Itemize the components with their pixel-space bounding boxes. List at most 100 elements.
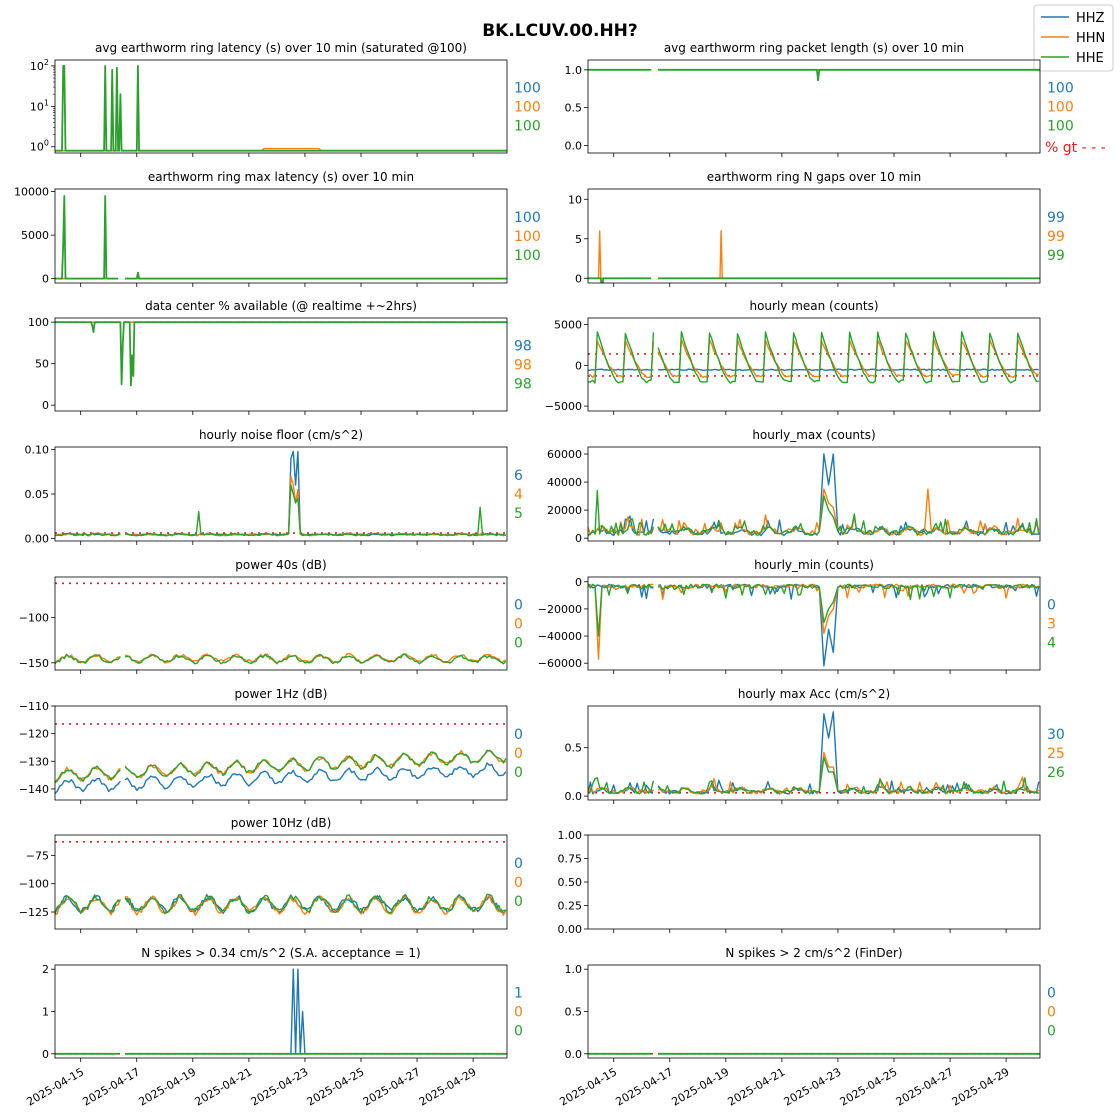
side-value-hhe: 26 (1047, 765, 1065, 781)
legend-label-hhe: HHE (1076, 51, 1104, 66)
series-line-hhe (55, 653, 507, 665)
y-tick-label: 0 (42, 1048, 49, 1061)
y-tick-label: 0 (575, 359, 582, 372)
side-value-hhz: 0 (514, 727, 523, 743)
side-value-hhn: 100 (514, 229, 541, 245)
x-tick-label: 2025-04-23 (249, 1065, 311, 1108)
series-line-hhn (588, 583, 1039, 660)
y-tick-label: 0.5 (565, 1006, 583, 1019)
y-tick-label: 40000 (547, 476, 582, 489)
panel-p12: power 10Hz (dB) −125 −100 −75 0 0 0 (19, 816, 523, 933)
y-tick-label: 0.50 (558, 876, 583, 889)
y-tick-label: 0 (575, 576, 582, 589)
series-line-hhz (66, 669, 502, 670)
panels: avg earthworm ring latency (s) over 10 m… (14, 41, 1106, 1109)
y-tick-label: −100 (19, 612, 49, 625)
side-value-hhe: 5 (514, 506, 523, 522)
panel-title: data center % available (@ realtime +~2h… (145, 299, 417, 313)
y-tick-label: −120 (19, 728, 49, 741)
side-value-hhe: 100 (1047, 119, 1074, 135)
y-tick-label: 0 (575, 532, 582, 545)
axes-frame (54, 964, 508, 1059)
series-line-hhz (588, 711, 1040, 795)
side-value-hhe: 0 (514, 636, 523, 652)
side-value-hhz: 0 (514, 598, 523, 614)
side-value-hhz: 0 (1047, 598, 1056, 614)
side-value-hhz: 30 (1047, 727, 1065, 743)
series-line-hhe (588, 489, 1040, 536)
panel-title: power 10Hz (dB) (231, 816, 332, 830)
y-tick-label: 0.00 (25, 532, 50, 545)
series-line-hhe (55, 195, 507, 280)
series-line-hhn (55, 749, 507, 783)
panel-p11: hourly max Acc (cm/s^2) 0.0 0.5 30 25 26 (565, 687, 1065, 804)
x-tick-label: 2025-04-25 (305, 1065, 367, 1108)
y-tick-label: 0.5 (565, 742, 583, 755)
y-tick-label: 0.25 (558, 900, 583, 913)
side-value-hhn: 0 (514, 1005, 523, 1021)
y-tick-label: −60000 (538, 657, 582, 670)
panel-p0: avg earthworm ring latency (s) over 10 m… (30, 41, 541, 157)
y-tick-label: 2 (42, 963, 49, 976)
y-tick-label: 10000 (14, 186, 49, 199)
y-tick-label: 0.0 (565, 139, 583, 152)
y-tick-exponent: 1 (44, 98, 49, 107)
panel-p5: hourly mean (counts) −5000 0 5000 (545, 299, 1041, 415)
panel-p3: earthworm ring N gaps over 10 min 0 5 10 99 9… (568, 170, 1065, 287)
y-tick-label: 1.00 (558, 829, 583, 842)
axes-frame (587, 834, 1041, 930)
series-line-hhz (588, 368, 1039, 372)
x-tick-label: 2025-04-17 (80, 1065, 142, 1108)
y-tick-label: 0.00 (558, 923, 583, 936)
panel-p1: avg earthworm ring packet length (s) ove… (565, 41, 1106, 157)
panel-title: avg earthworm ring latency (s) over 10 m… (95, 41, 467, 55)
panel-p10: power 1Hz (dB) −140 −130 −120 −110 0 0 0 (19, 687, 523, 804)
panel-p2: earthworm ring max latency (s) over 10 m… (14, 170, 541, 287)
x-tick-label: 2025-04-27 (894, 1065, 956, 1108)
series-line-hhe (55, 893, 506, 915)
side-value-hhn: 100 (514, 100, 541, 116)
series-line-hhn (588, 488, 1040, 536)
y-tick-label: 5 (575, 233, 582, 246)
x-tick-label: 2025-04-15 (24, 1065, 86, 1108)
y-tick-label: 60000 (547, 448, 582, 461)
side-value-hhz: 0 (1047, 986, 1056, 1002)
panel-title: N spikes > 0.34 cm/s^2 (S.A. acceptance … (141, 946, 420, 960)
axes-frame (54, 188, 508, 284)
y-tick-label: −5000 (545, 400, 582, 413)
y-tick-label: 5000 (21, 229, 49, 242)
side-value-hhe: 0 (514, 765, 523, 781)
y-tick-label: −110 (19, 700, 49, 713)
y-tick-label: 1.0 (565, 64, 583, 77)
panel-p9: hourly_min (counts) −60000 −40000 −20000 0 0 3… (538, 558, 1056, 674)
side-value-hhn: 25 (1047, 746, 1065, 762)
side-value-hhn: 0 (514, 617, 523, 633)
panel-title: hourly_min (counts) (754, 558, 874, 572)
axes-frame (587, 317, 1041, 412)
legend-box (1033, 4, 1114, 72)
panel-title: avg earthworm ring packet length (s) ove… (664, 41, 964, 55)
series-line-hhe (55, 749, 507, 784)
side-value-hhz: 100 (514, 210, 541, 226)
series-line-hhe (55, 321, 507, 387)
x-tick-label: 2025-04-23 (782, 1065, 844, 1108)
side-value-hhz: 0 (514, 856, 523, 872)
x-tick-label: 2025-04-17 (613, 1065, 675, 1108)
side-value-hhe: 4 (1047, 636, 1056, 652)
series-line-hhe (588, 330, 1039, 384)
y-tick-label: −75 (26, 849, 49, 862)
y-tick-label: 0.10 (25, 444, 50, 457)
axes-frame (587, 59, 1041, 154)
y-tick-label: 50 (35, 358, 49, 371)
side-value-hhe: 0 (1047, 1024, 1056, 1040)
side-value-hhn: 100 (1047, 100, 1074, 116)
series-line-hhe (55, 65, 507, 152)
panel-p14: N spikes > 0.34 cm/s^2 (S.A. acceptance … (24, 946, 523, 1109)
side-value-hhn: 0 (514, 875, 523, 891)
y-tick-label: 10 (568, 193, 582, 206)
y-tick-label: 0.0 (565, 1048, 583, 1061)
axes-frame (587, 964, 1041, 1059)
y-tick-exponent: 0 (44, 139, 49, 148)
panel-title: earthworm ring N gaps over 10 min (707, 170, 921, 184)
